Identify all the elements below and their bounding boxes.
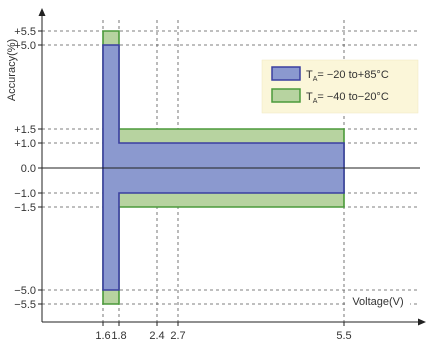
x-axis-label-bg: [346, 293, 410, 309]
x-tick-label: 1.8: [111, 330, 126, 342]
x-tick-label: 1.6: [95, 330, 110, 342]
legend-swatch: [271, 88, 301, 103]
y-tick-label: +1.5: [14, 124, 36, 136]
y-tick-label: +1.0: [14, 138, 36, 150]
y-tick-label: −5.0: [14, 285, 36, 297]
legend-label: TA= −20 to+85°C: [306, 69, 389, 83]
y-tick-label: −1.0: [14, 188, 36, 200]
x-tick-labels: 1.6 1.8 2.4 2.7 5.5: [95, 322, 352, 342]
x-tick-label: 2.4: [149, 330, 164, 342]
y-tick-label: −1.5: [14, 202, 36, 214]
y-tick-label: +5.5: [14, 26, 36, 38]
legend-label: TA= −40 to−20°C: [306, 91, 389, 105]
y-axis-arrow: [38, 8, 46, 16]
x-tick-label: 2.7: [170, 330, 185, 342]
axes: [38, 8, 426, 326]
y-tick-label: −5.5: [14, 299, 36, 311]
y-tick-label: 0.0: [21, 163, 36, 175]
y-tick-label: +5.0: [14, 40, 36, 52]
x-axis-arrow: [418, 318, 426, 326]
y-axis-label: Accuracy(%): [6, 39, 18, 101]
y-tick-labels: +5.5 +5.0 +1.5 +1.0 0.0 −1.0 −1.5 −5.0 −5.5: [14, 26, 42, 311]
x-axis-label: Voltage(V): [352, 296, 403, 308]
legend: TA= −20 to+85°C TA= −40 to−20°C: [261, 59, 419, 114]
legend-swatch: [271, 66, 301, 81]
x-tick-label: 5.5: [336, 330, 351, 342]
